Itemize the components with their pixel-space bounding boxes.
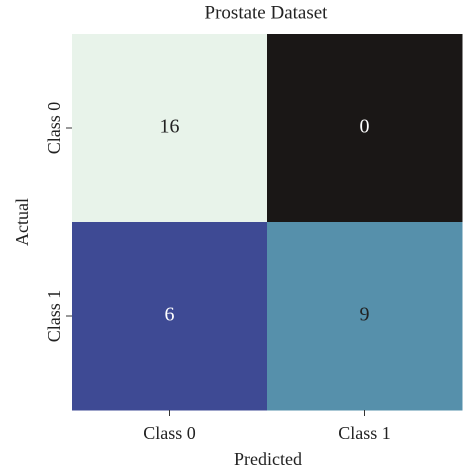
- y-tick-label: Class 0: [44, 102, 64, 155]
- cell-label: 9: [360, 304, 370, 326]
- heatmap-cell: [267, 222, 463, 411]
- cell-label: 16: [160, 116, 180, 138]
- cell-label: 0: [360, 116, 370, 138]
- x-tick-label: Class 0: [143, 423, 196, 443]
- heatmap-cell: [72, 222, 268, 411]
- cell-label: 6: [165, 304, 175, 326]
- y-axis-label: Actual: [12, 198, 32, 246]
- chart-title: Prostate Dataset: [205, 2, 329, 23]
- y-tick-label: Class 1: [44, 290, 64, 343]
- heatmap-cell: [72, 34, 268, 223]
- x-axis-label: Predicted: [234, 449, 302, 469]
- x-tick-label: Class 1: [338, 423, 391, 443]
- heatmap-cell: [267, 34, 463, 223]
